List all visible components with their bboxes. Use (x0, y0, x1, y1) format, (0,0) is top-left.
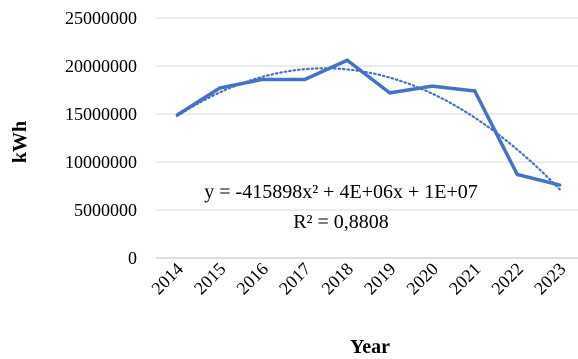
trendline-equation: y = -415898x² + 4E+06x + 1E+07 (204, 181, 478, 203)
data-point (473, 89, 477, 93)
y-tick-label: 20000000 (65, 56, 137, 76)
y-tick-label: 0 (128, 248, 137, 268)
data-point (515, 172, 519, 177)
y-tick-label: 5000000 (74, 200, 137, 220)
series-layer (175, 58, 562, 187)
x-axis-ticks: 2014 2015 2016 2017 2018 2019 2020 2021 2022 2023 (147, 259, 569, 299)
y-tick-label: 15000000 (65, 104, 137, 124)
y-tick-label: 10000000 (65, 152, 137, 172)
y-axis-title: kWh (9, 121, 31, 163)
data-point (430, 84, 434, 88)
x-tick-label: 2023 (530, 259, 570, 299)
data-point (345, 58, 349, 62)
x-tick-label: 2020 (402, 259, 442, 299)
trendline-r-squared: R² = 0,8808 (293, 211, 389, 233)
x-tick-label: 2019 (360, 259, 400, 299)
data-point (260, 77, 264, 82)
y-tick-label: 25000000 (65, 8, 137, 28)
x-tick-label: 2021 (445, 259, 485, 299)
data-point (558, 183, 562, 187)
gridlines (156, 17, 578, 259)
x-tick-label: 2018 (317, 259, 357, 299)
x-tick-label: 2016 (232, 259, 272, 299)
x-axis-title: Year (350, 336, 390, 358)
x-tick-label: 2015 (190, 259, 230, 299)
data-point (388, 91, 392, 95)
x-tick-label: 2017 (275, 259, 315, 299)
x-tick-label: 2022 (487, 259, 527, 299)
y-axis-ticks: 0 5000000 10000000 15000000 20000000 25000000 (65, 8, 137, 268)
data-point (175, 113, 179, 117)
series-line (176, 58, 561, 187)
x-tick-label: 2014 (147, 259, 187, 299)
data-point (303, 77, 307, 82)
data-point (218, 86, 222, 90)
